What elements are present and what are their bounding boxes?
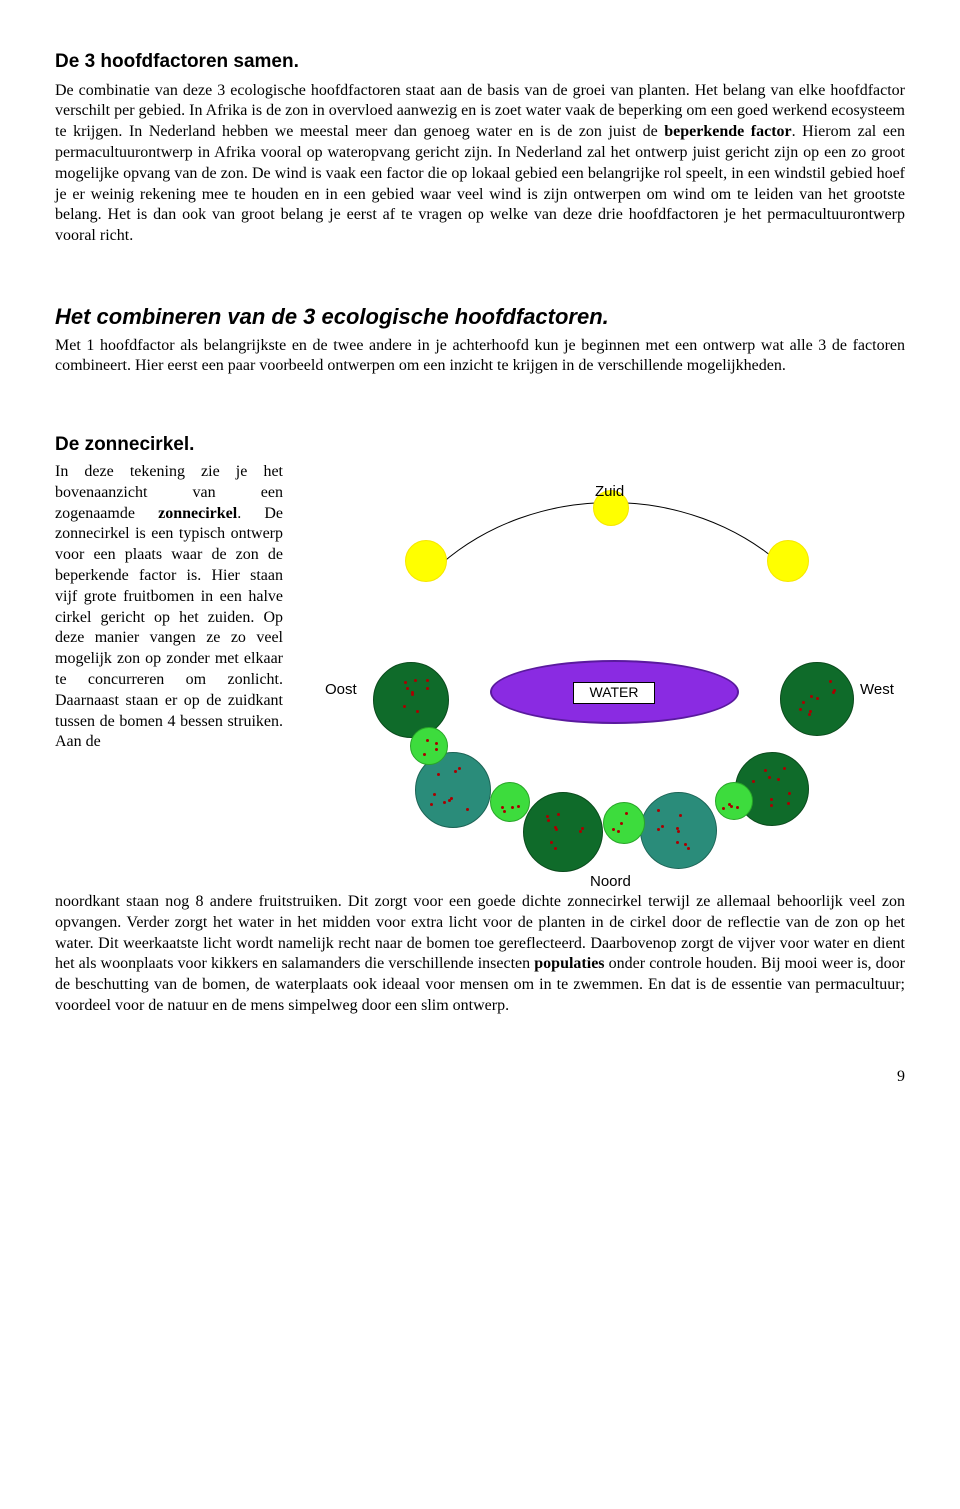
fruit-dot xyxy=(687,847,690,850)
bold-term: populaties xyxy=(534,955,604,972)
fruit-dot xyxy=(661,825,664,828)
zonnecirkel-diagram: WATER Zuid Oost West Noord xyxy=(315,462,905,892)
fruit-dot xyxy=(546,815,549,818)
fruit-dot xyxy=(433,793,436,796)
fruit-dot xyxy=(768,776,771,779)
fruit-dot xyxy=(511,806,514,809)
water-label: WATER xyxy=(573,682,655,704)
paragraph-intro: De combinatie van deze 3 ecologische hoo… xyxy=(55,81,905,247)
fruit-dot xyxy=(788,792,791,795)
heading-main: De 3 hoofdfactoren samen. xyxy=(55,50,905,75)
bush-icon xyxy=(603,802,645,844)
zonnecirkel-text-left: In deze tekening zie je het bovenaanzich… xyxy=(55,462,283,753)
paragraph-combine: Met 1 hoofdfactor als belangrijkste en d… xyxy=(55,336,905,378)
sun-icon xyxy=(405,540,447,582)
fruit-dot xyxy=(816,697,819,700)
fruit-dot xyxy=(458,767,461,770)
fruit-dot xyxy=(676,841,679,844)
heading-section: Het combineren van de 3 ecologische hoof… xyxy=(55,303,905,332)
fruit-dot xyxy=(625,812,628,815)
fruit-dot xyxy=(612,828,615,831)
tree-icon xyxy=(373,662,449,738)
fruit-dot xyxy=(437,773,440,776)
sun-icon xyxy=(767,540,809,582)
fruit-dot xyxy=(752,780,755,783)
fruit-dot xyxy=(423,753,426,756)
bold-term: beperkende factor xyxy=(664,123,791,140)
fruit-dot xyxy=(406,687,409,690)
fruit-dot xyxy=(777,778,780,781)
bush-icon xyxy=(490,782,530,822)
heading-zonnecirkel: De zonnecirkel. xyxy=(55,433,905,458)
bush-icon xyxy=(410,727,448,765)
fruit-dot xyxy=(443,801,446,804)
fruit-dot xyxy=(657,809,660,812)
direction-label-west: West xyxy=(860,680,894,700)
fruit-dot xyxy=(554,847,557,850)
fruit-dot xyxy=(808,713,811,716)
fruit-dot xyxy=(764,769,767,772)
paragraph-zonnecirkel-a: In deze tekening zie je het bovenaanzich… xyxy=(55,462,283,753)
direction-label-noord: Noord xyxy=(590,872,631,892)
paragraph-zonnecirkel-b: noordkant staan nog 8 andere fruitstruik… xyxy=(55,892,905,1017)
fruit-dot xyxy=(426,679,429,682)
text: . Hierom zal een permacultuurontwerp in … xyxy=(55,123,905,244)
tree-icon xyxy=(523,792,603,872)
fruit-dot xyxy=(435,748,438,751)
text: . De zonnecirkel is een typisch ontwerp … xyxy=(55,505,283,751)
fruit-dot xyxy=(736,806,739,809)
direction-label-oost: Oost xyxy=(325,680,357,700)
fruit-dot xyxy=(657,828,660,831)
fruit-dot xyxy=(677,830,680,833)
fruit-dot xyxy=(581,827,584,830)
bush-icon xyxy=(715,782,753,820)
bold-term: zonnecirkel xyxy=(158,505,237,522)
page-number: 9 xyxy=(55,1067,905,1088)
fruit-dot xyxy=(414,679,417,682)
fruit-dot xyxy=(770,798,773,801)
zonnecirkel-section: In deze tekening zie je het bovenaanzich… xyxy=(55,462,905,892)
fruit-dot xyxy=(617,830,620,833)
direction-label-zuid: Zuid xyxy=(595,482,624,502)
fruit-dot xyxy=(404,681,407,684)
